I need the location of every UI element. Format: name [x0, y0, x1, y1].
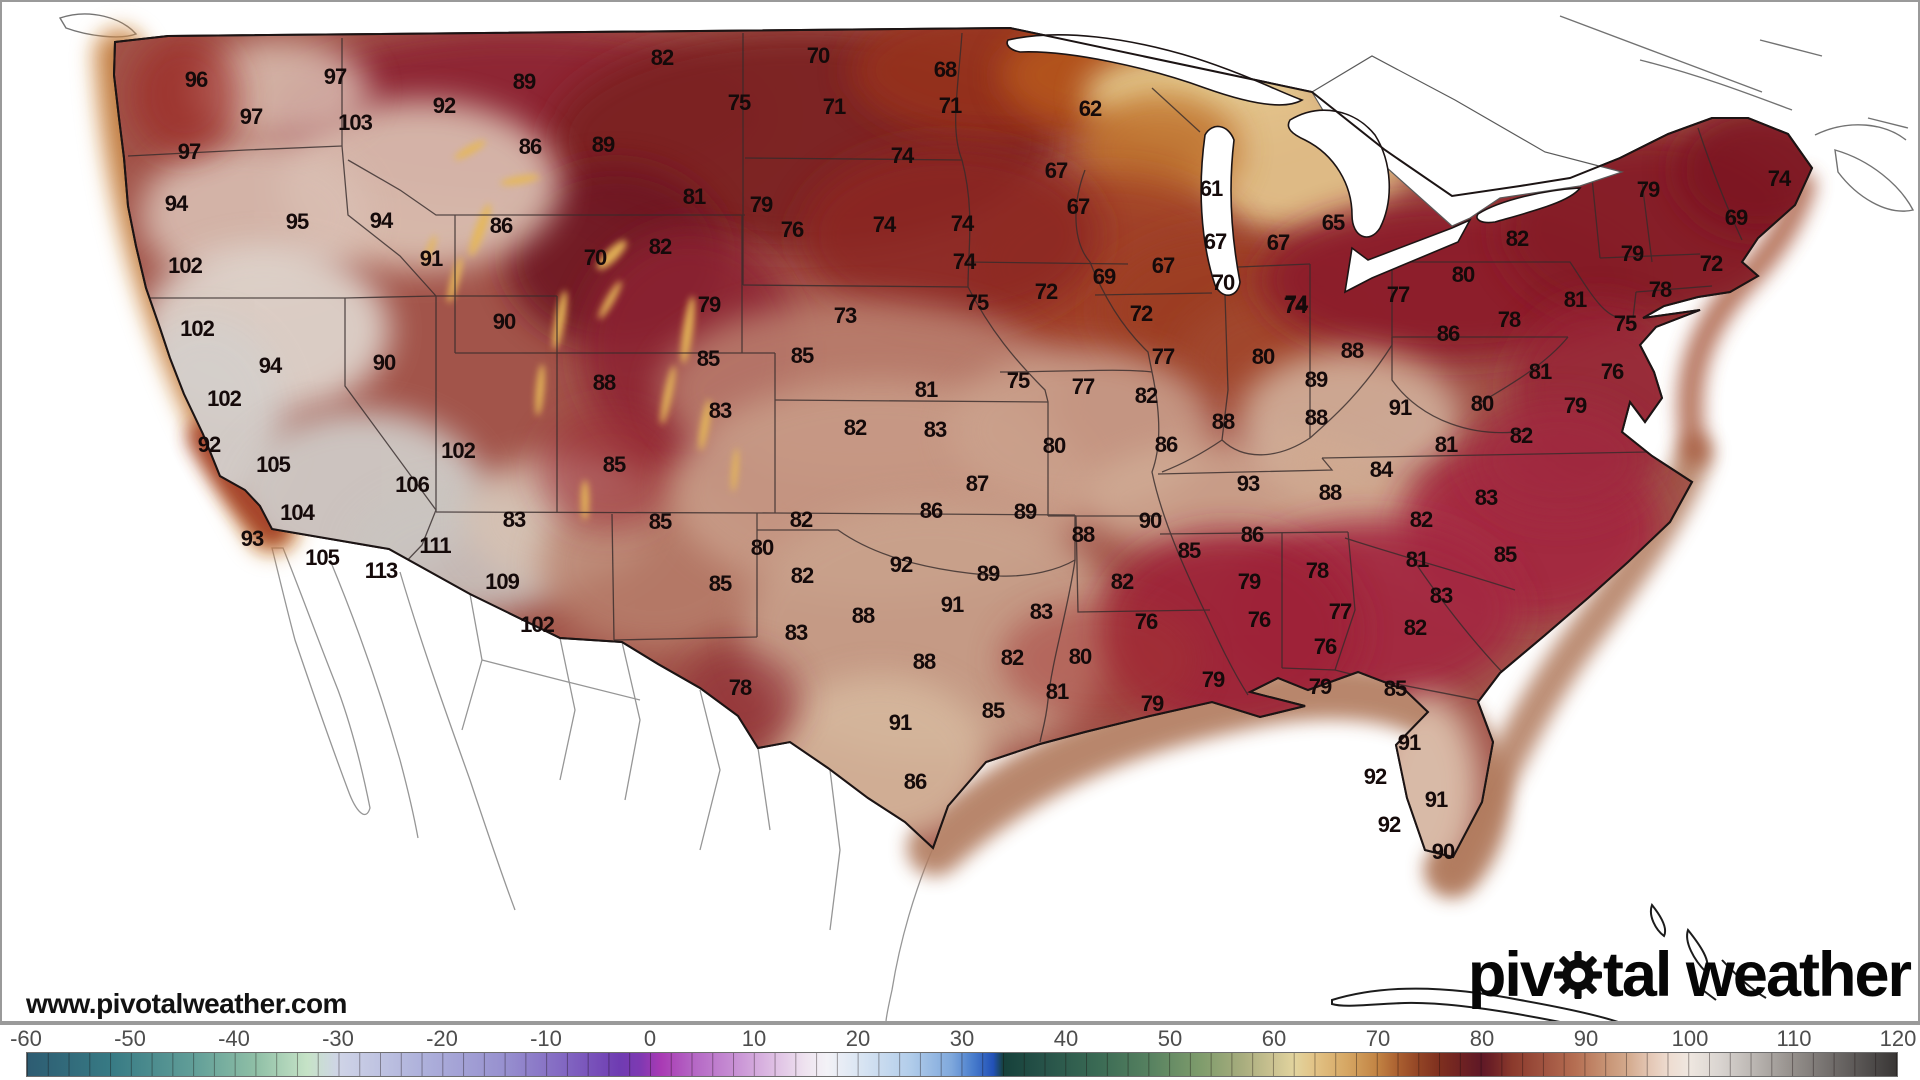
colorbar-tick: 30 [949, 1026, 975, 1051]
great-lakes [1006, 34, 1625, 296]
colorbar-cell-grid [27, 1053, 1897, 1076]
colorbar-tick: 60 [1261, 1026, 1287, 1051]
cuba-bahamas-coastline [1331, 902, 1767, 1022]
gear-icon [1553, 947, 1602, 1010]
colorbar-tick: 40 [1053, 1026, 1079, 1051]
logo-text-pre: piv [1467, 940, 1555, 1010]
map-graphic [0, 0, 1920, 1022]
temperature-colorbar [26, 1052, 1898, 1077]
colorbar-tick: 80 [1469, 1026, 1495, 1051]
colorbar-tick: 100 [1671, 1026, 1709, 1051]
colorbar-tick: 70 [1365, 1026, 1391, 1051]
colorbar-tick: -30 [322, 1026, 354, 1051]
colorbar-tick: 0 [643, 1026, 657, 1051]
colorbar-tick: 90 [1573, 1026, 1599, 1051]
colorbar-tick: -60 [10, 1026, 42, 1051]
colorbar-tick: -20 [426, 1026, 458, 1051]
neighbor-coastlines [58, 13, 1915, 212]
colorbar-tick: 110 [1776, 1026, 1812, 1051]
colorbar-tick: -40 [218, 1026, 250, 1051]
state-borders [123, 32, 1743, 743]
colorbar-tick: -10 [530, 1026, 562, 1051]
colorbar-tick: 50 [1157, 1026, 1183, 1051]
colorbar-tick: 10 [741, 1026, 767, 1051]
map-frame [0, 0, 1920, 1022]
watermark-url: www.pivotalweather.com [26, 988, 347, 1019]
pivotal-weather-logo: piv tal weather [1467, 940, 1912, 1010]
colorbar-tick: 20 [845, 1026, 871, 1051]
mexico-borders [271, 547, 934, 1022]
colorbar-tick: 120 [1879, 1026, 1917, 1051]
logo-text-post: tal weather [1602, 940, 1912, 1010]
map-colorbar-divider [0, 1022, 1920, 1025]
colorbar-tick: -50 [114, 1026, 146, 1051]
colorbar-tick-labels: -60 -50 -40 -30 -20 -10 0 10 20 30 40 50 60 70 80 90 100… [0, 1026, 1920, 1051]
map-area: 96 97 89 97 103 92 86 89 97 94 95 94 86 91 70 102 102 90 9… [0, 0, 1920, 1022]
